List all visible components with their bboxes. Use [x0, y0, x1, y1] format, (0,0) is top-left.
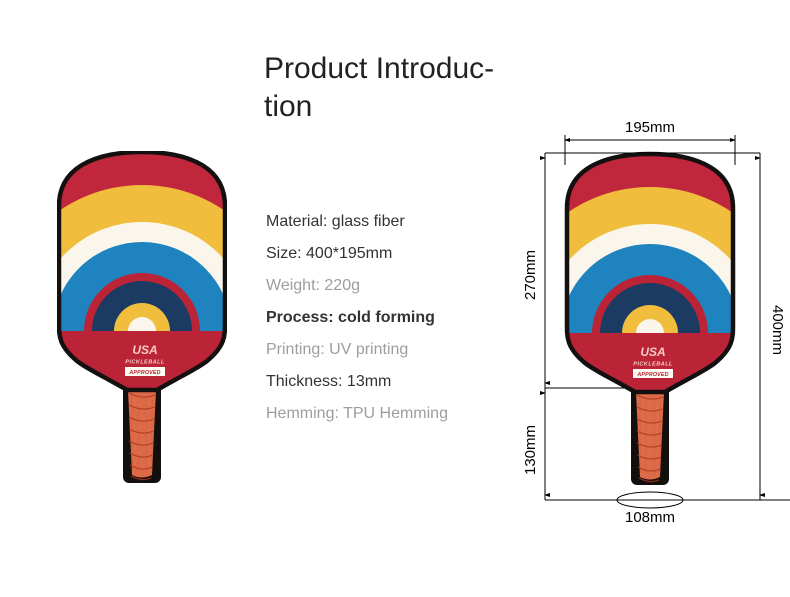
svg-text:270mm: 270mm [522, 250, 539, 300]
svg-text:108mm: 108mm [625, 509, 675, 526]
svg-text:400mm: 400mm [769, 305, 786, 355]
svg-text:195mm: 195mm [625, 119, 675, 136]
svg-text:130mm: 130mm [522, 425, 539, 475]
